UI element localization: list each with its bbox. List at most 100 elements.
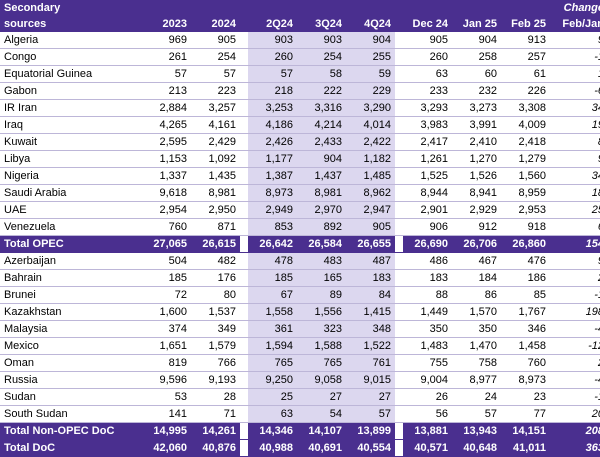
value-cell: 57: [248, 65, 297, 83]
value-cell: 374: [142, 320, 191, 338]
change-cell: -4: [550, 371, 600, 389]
column-gap: [395, 422, 403, 440]
value-cell: 9,250: [248, 371, 297, 389]
value-cell: 1,437: [297, 167, 346, 185]
value-cell: 913: [501, 32, 550, 49]
value-cell: 57: [142, 65, 191, 83]
column-gap: [395, 337, 403, 355]
value-cell: 85: [501, 286, 550, 304]
value-cell: 1,525: [403, 167, 452, 185]
value-cell: 26,642: [248, 235, 297, 253]
column-gap: [240, 439, 248, 457]
value-cell: 467: [452, 252, 501, 270]
col-header-dec24: Dec 24: [403, 16, 452, 32]
change-cell: -1: [550, 286, 600, 304]
value-cell: 1,182: [346, 150, 395, 168]
value-cell: 1,594: [248, 337, 297, 355]
value-cell: 8,959: [501, 184, 550, 202]
value-cell: 40,554: [346, 439, 395, 457]
value-cell: 257: [501, 48, 550, 66]
table-row: Russia 9,596 9,193 9,250 9,058 9,015 9,004 8,97…: [0, 371, 600, 389]
value-cell: 255: [346, 48, 395, 66]
column-gap: [240, 405, 248, 423]
column-gap: [240, 150, 248, 168]
value-cell: 4,214: [297, 116, 346, 134]
value-cell: 8,973: [248, 184, 297, 202]
value-cell: 14,995: [142, 422, 191, 440]
value-cell: 2,954: [142, 201, 191, 219]
value-cell: 63: [403, 65, 452, 83]
value-cell: 3,308: [501, 99, 550, 117]
column-gap: [395, 303, 403, 321]
row-name: Equatorial Guinea: [0, 65, 142, 83]
value-cell: 1,522: [346, 337, 395, 355]
value-cell: 361: [248, 320, 297, 338]
value-cell: 346: [501, 320, 550, 338]
table-row: Saudi Arabia 9,618 8,981 8,973 8,981 8,962 8,9…: [0, 184, 600, 202]
column-gap: [240, 201, 248, 219]
value-cell: 27,065: [142, 235, 191, 253]
value-cell: 853: [248, 218, 297, 236]
value-cell: 1,435: [191, 167, 240, 185]
header-label-line2: sources: [0, 16, 142, 32]
table-row: UAE 2,954 2,950 2,949 2,970 2,947 2,901 2,929 2,…: [0, 201, 600, 219]
value-cell: 25: [248, 388, 297, 406]
change-cell: 18: [550, 184, 600, 202]
column-gap: [240, 184, 248, 202]
value-cell: 260: [248, 48, 297, 66]
column-gap: [395, 439, 403, 457]
value-cell: 1,092: [191, 150, 240, 168]
value-cell: 63: [248, 405, 297, 423]
value-cell: 760: [142, 218, 191, 236]
value-cell: 3,991: [452, 116, 501, 134]
value-cell: 58: [297, 65, 346, 83]
value-cell: 40,876: [191, 439, 240, 457]
value-cell: 14,107: [297, 422, 346, 440]
column-gap: [240, 252, 248, 270]
value-cell: 261: [142, 48, 191, 66]
value-cell: 165: [297, 269, 346, 287]
change-cell: 208: [550, 422, 600, 440]
value-cell: 2,418: [501, 133, 550, 151]
value-cell: 40,571: [403, 439, 452, 457]
value-cell: 504: [142, 252, 191, 270]
column-gap: [240, 167, 248, 185]
change-cell: 154: [550, 235, 600, 253]
column-gap: [240, 269, 248, 287]
value-cell: 483: [297, 252, 346, 270]
value-cell: 323: [297, 320, 346, 338]
value-cell: 184: [452, 269, 501, 287]
value-cell: 871: [191, 218, 240, 236]
column-gap: [240, 32, 248, 49]
row-name: Sudan: [0, 388, 142, 406]
column-gap: [240, 48, 248, 66]
column-gap: [240, 65, 248, 83]
value-cell: 8,981: [297, 184, 346, 202]
value-cell: 1,387: [248, 167, 297, 185]
row-name: Total DoC: [0, 439, 142, 457]
value-cell: 185: [248, 269, 297, 287]
value-cell: 2,429: [191, 133, 240, 151]
value-cell: 71: [191, 405, 240, 423]
row-name: Oman: [0, 354, 142, 372]
value-cell: 185: [142, 269, 191, 287]
value-cell: 9,596: [142, 371, 191, 389]
change-cell: -1: [550, 388, 600, 406]
table-body: Algeria9699059039039049059049139Congo261…: [0, 32, 600, 457]
value-cell: 1,415: [346, 303, 395, 321]
column-gap: [395, 32, 403, 49]
value-cell: 226: [501, 82, 550, 100]
value-cell: 3,273: [452, 99, 501, 117]
value-cell: 1,556: [297, 303, 346, 321]
value-cell: 3,983: [403, 116, 452, 134]
value-cell: 26: [403, 388, 452, 406]
value-cell: 13,899: [346, 422, 395, 440]
value-cell: 26,655: [346, 235, 395, 253]
value-cell: 57: [346, 405, 395, 423]
column-gap: [240, 422, 248, 440]
value-cell: 14,261: [191, 422, 240, 440]
